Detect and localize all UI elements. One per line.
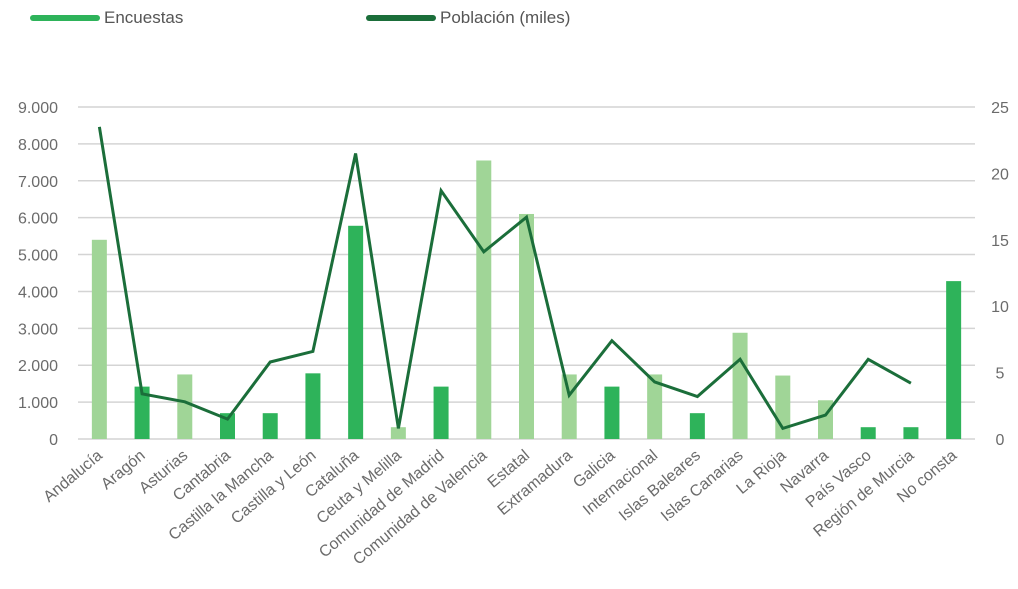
bar-encuestas — [903, 427, 919, 439]
bar-encuestas — [519, 213, 534, 439]
left-tick-label: 3.000 — [18, 321, 58, 338]
bar-encuestas — [305, 373, 321, 439]
right-tick-label: 15 — [991, 233, 1009, 250]
right-axis-ticks: 0 5 10 15 20 25 — [991, 100, 1009, 449]
line-series-poblacion — [97, 126, 912, 431]
right-tick-label: 20 — [991, 166, 1009, 183]
chart-legend: Encuestas Población (miles) — [0, 8, 1018, 34]
left-tick-label: 5.000 — [18, 248, 58, 265]
legend-label-poblacion: Población (miles) — [440, 8, 571, 27]
bar-encuestas — [91, 239, 107, 439]
left-tick-label: 0 — [49, 432, 58, 449]
bar-encuestas — [177, 374, 193, 439]
left-tick-label: 2.000 — [18, 358, 58, 375]
bar-encuestas — [348, 225, 364, 439]
x-axis-ticks: AndalucíaAragónAsturiasCantabriaCastilla… — [40, 447, 960, 569]
right-tick-label: 10 — [991, 299, 1009, 316]
left-tick-label: 6.000 — [18, 211, 58, 228]
legend-item-poblacion: Población (miles) — [366, 8, 570, 28]
legend-item-encuestas: Encuestas — [30, 8, 183, 28]
left-tick-label: 1.000 — [18, 395, 58, 412]
bar-encuestas — [561, 374, 577, 439]
left-axis-ticks: 0 1.000 2.000 3.000 4.000 5.000 6.000 7.000 8.00… — [18, 100, 58, 449]
x-tick-label: Andalucía — [40, 447, 106, 506]
bar-encuestas — [262, 413, 278, 439]
bar-encuestas — [220, 413, 235, 439]
right-tick-label: 0 — [996, 432, 1005, 449]
bar-encuestas — [134, 386, 150, 439]
bar-encuestas — [732, 332, 748, 439]
left-tick-label: 7.000 — [18, 174, 58, 191]
bar-encuestas — [390, 427, 406, 439]
bar-encuestas — [946, 281, 962, 439]
legend-label-encuestas: Encuestas — [104, 8, 184, 27]
bar-encuestas — [647, 374, 663, 439]
right-tick-label: 5 — [996, 366, 1005, 383]
right-tick-label: 25 — [991, 100, 1009, 117]
bar-encuestas — [433, 386, 449, 439]
legend-swatch-poblacion — [366, 15, 436, 21]
bar-encuestas — [476, 160, 492, 439]
left-tick-label: 8.000 — [18, 137, 58, 154]
x-tick-label: Extramadura — [495, 447, 576, 519]
left-tick-label: 4.000 — [18, 284, 58, 301]
bar-encuestas — [860, 427, 876, 439]
legend-swatch-encuestas — [30, 15, 100, 21]
bar-series-encuestas — [91, 160, 962, 439]
bar-encuestas — [689, 413, 705, 439]
left-tick-label: 9.000 — [18, 100, 58, 117]
line-poblacion — [97, 126, 912, 431]
bar-encuestas — [604, 386, 620, 439]
